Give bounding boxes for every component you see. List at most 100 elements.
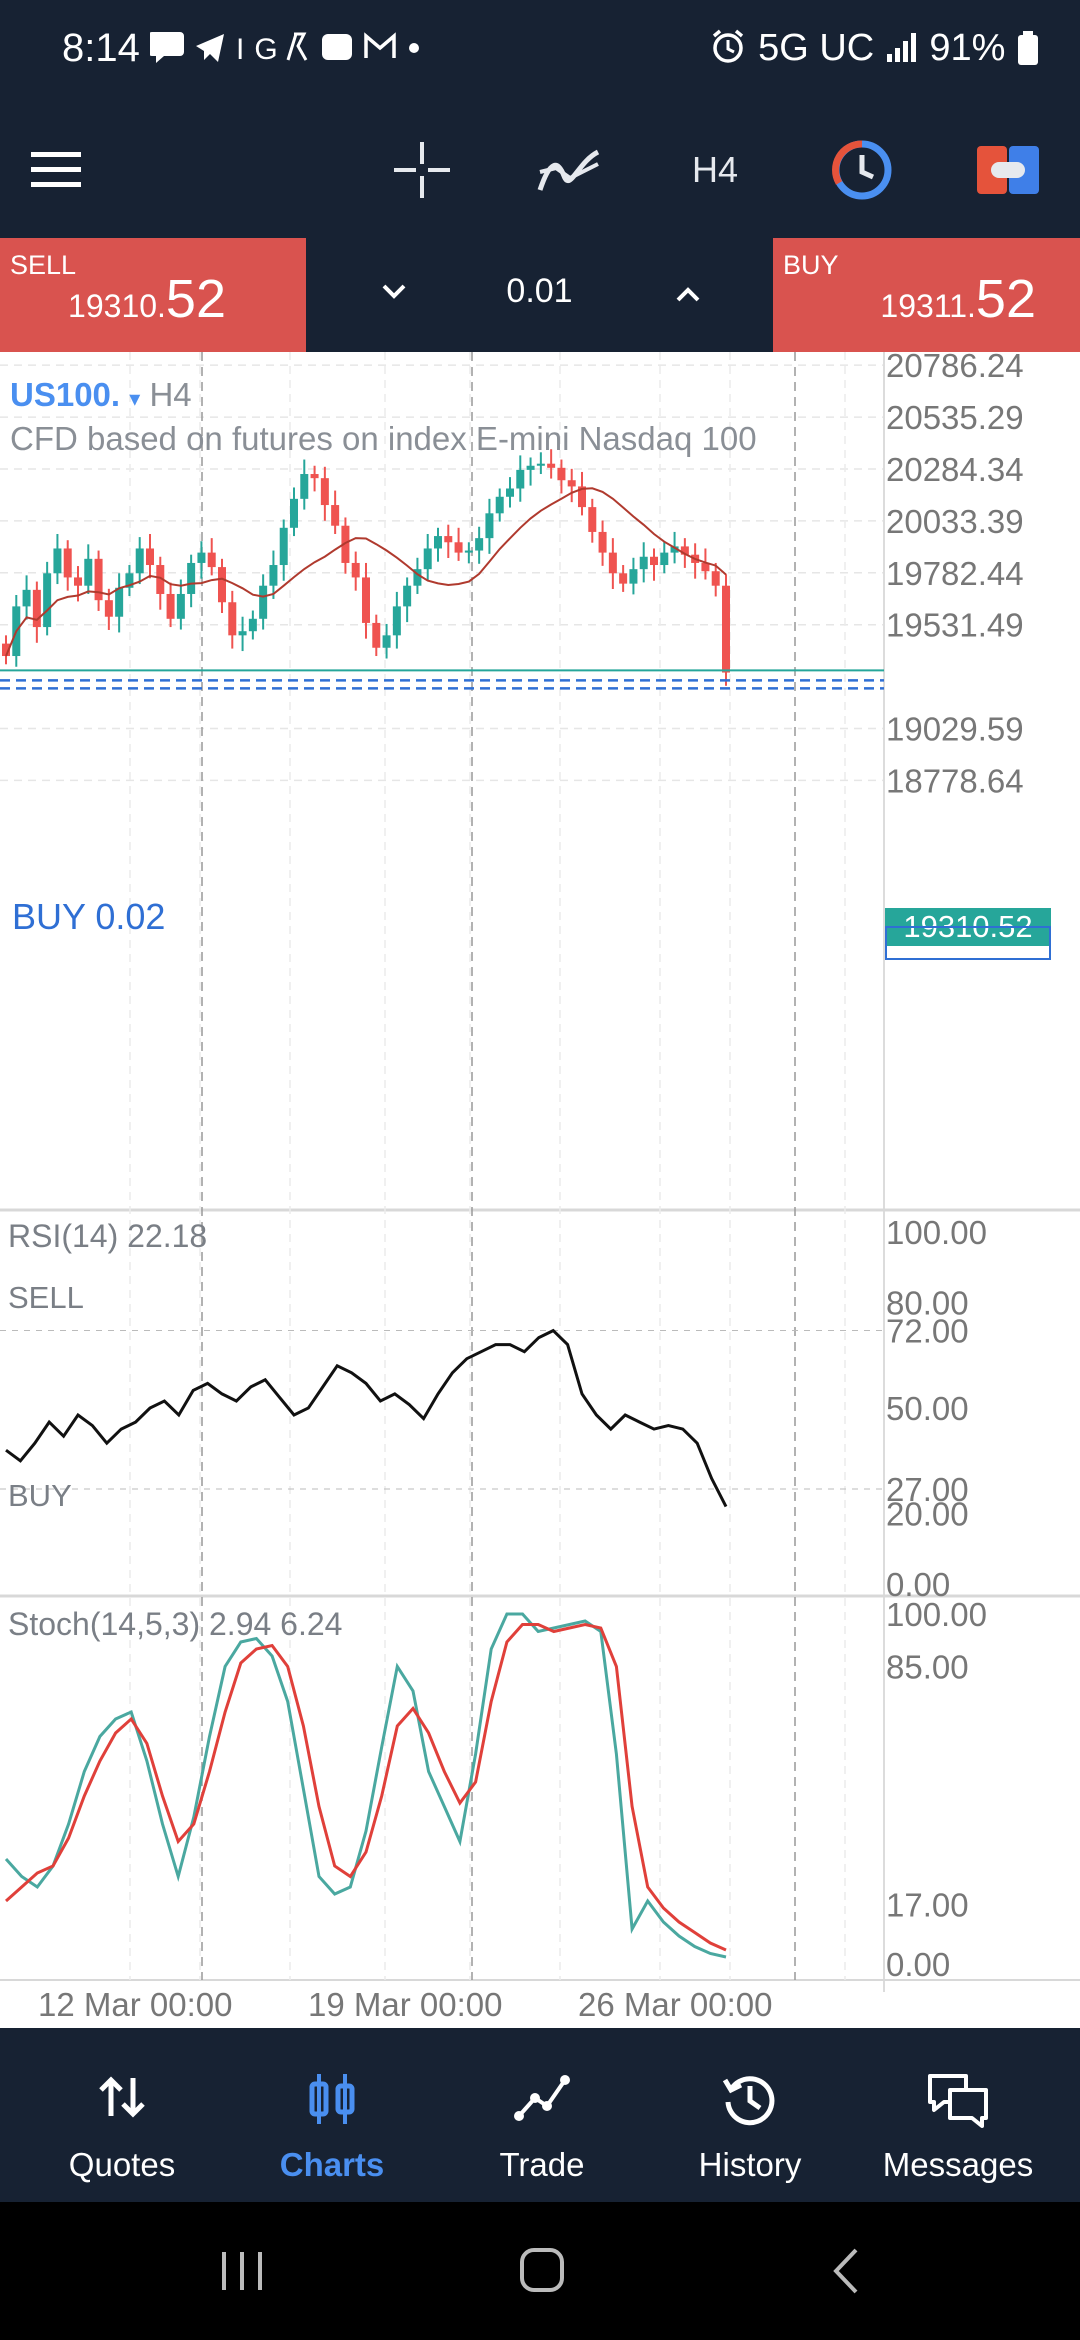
signal-icon [886,33,916,62]
candle-body [74,577,82,586]
position-price-tag [885,926,1051,960]
decrease-lot-button[interactable] [376,278,412,308]
menu-button[interactable] [26,130,86,210]
candle-body [259,585,268,619]
telegram-icon [196,34,224,62]
candle-body [557,467,566,481]
candle-body [608,552,617,574]
candle-body [670,546,679,553]
candle-body [228,602,237,636]
rsi-tick-label: 100.00 [886,1214,987,1251]
chart-header: US100. ▾ H4 [10,376,192,414]
sell-price-main: 19310. [68,288,166,324]
nav-trade-label: Trade [499,2146,585,2183]
crosshair-button[interactable] [390,130,454,210]
lot-value[interactable]: 0.01 [506,272,573,310]
symbol-label[interactable]: US100. [10,376,121,413]
lot-selector: 0.01 [306,238,773,352]
chat-icon [148,32,184,63]
symbol-caret[interactable]: ▾ [129,386,141,411]
candle-body [146,548,154,566]
candle-body [392,606,401,636]
recent-apps-icon[interactable] [218,2248,266,2294]
nav-history[interactable]: History [642,2028,858,2202]
sell-price: 19310.52 [68,268,226,330]
candle-body [516,469,525,489]
y-tick-label: 20535.29 [886,399,1024,436]
nav-quotes[interactable]: Quotes [14,2028,230,2202]
ig-label: IG [236,33,288,66]
candle-body [187,562,196,594]
one-click-trading-button[interactable] [976,130,1040,210]
rsi-tick-label: 72.00 [886,1313,969,1350]
candle-body [547,463,556,468]
candle-body [331,505,340,526]
dot-icon [409,43,419,53]
candle-body [104,600,113,617]
buy-button[interactable]: BUY 19311.52 [773,238,1080,352]
position-label[interactable]: BUY 0.02 [12,896,166,937]
nav-charts-label: Charts [279,2146,385,2183]
clock-chart-icon [832,140,892,200]
nav-messages-label: Messages [882,2146,1034,2183]
y-tick-label: 20786.24 [886,352,1024,384]
candle-body [506,488,514,497]
messages-icon [928,2074,988,2128]
increase-lot-button[interactable] [670,278,706,308]
stoch-pane: 100.00 85.00 17.00 0.00 [4,1596,987,1983]
nav-charts[interactable]: Charts [224,2028,440,2202]
back-icon[interactable] [826,2246,866,2296]
chart-area[interactable]: 20786.24 20535.29 20284.34 20033.39 19782.44… [0,347,1080,2028]
stoch-tick-label: 0.00 [886,1946,950,1983]
home-icon[interactable] [518,2246,566,2294]
candle-body [650,556,658,566]
buy-price: 19311.52 [880,268,1036,330]
quotes-icon [99,2076,145,2118]
battery-percent: 91% [929,27,1006,69]
system-navigation-bar [0,2202,1080,2340]
moving-average-line [5,487,727,657]
stoch-tick-label: 100.00 [886,1596,987,1633]
candle-body [598,531,607,553]
nav-messages[interactable]: Messages [850,2028,1066,2202]
candle-body [639,556,648,570]
candle-body [2,643,10,657]
buy-price-main: 19311. [880,288,976,324]
time-tick-label: 26 Mar 00:00 [578,1986,772,2023]
candle-body [341,525,350,563]
candle-body [578,486,586,508]
nav-trade[interactable]: Trade [434,2028,650,2202]
chart-timeframe-label: H4 [149,376,192,413]
candle-body [619,573,628,584]
network-type: 5G UC [758,27,875,69]
candle-body [444,536,453,543]
candle-body [464,550,473,553]
status-right: 5G UC 91% [708,26,1040,70]
candle-body [320,478,329,506]
wallet-icon [322,34,352,60]
time-tick-label: 12 Mar 00:00 [38,1986,232,2023]
price-lines-group [0,669,884,690]
candle-body [94,558,103,601]
alarm-icon [712,29,743,63]
candle-body [680,546,689,555]
trade-icon [514,2075,570,2121]
candle-body [63,548,72,578]
price-chart-svg[interactable]: 20786.24 20535.29 20284.34 20033.39 19782.44… [0,347,1080,2028]
candle-body [156,565,165,594]
candle-body [382,635,391,648]
rsi-line [5,1328,728,1508]
candle-body [115,587,124,617]
indicators-button[interactable] [534,130,604,210]
rsi-sell-label: SELL [8,1280,84,1315]
candle-body [423,548,432,570]
timeframe-button[interactable]: H4 [691,149,739,190]
candle-body [279,527,288,566]
stoch-tick-label: 85.00 [886,1649,969,1686]
stoch-title: Stoch(14,5,3) 2.94 6.24 [8,1606,343,1642]
y-tick-label: 19029.59 [886,710,1024,747]
candle-body [701,562,710,572]
trade-timer-button[interactable] [830,130,894,210]
sell-button[interactable]: SELL 19310.52 [0,238,306,352]
